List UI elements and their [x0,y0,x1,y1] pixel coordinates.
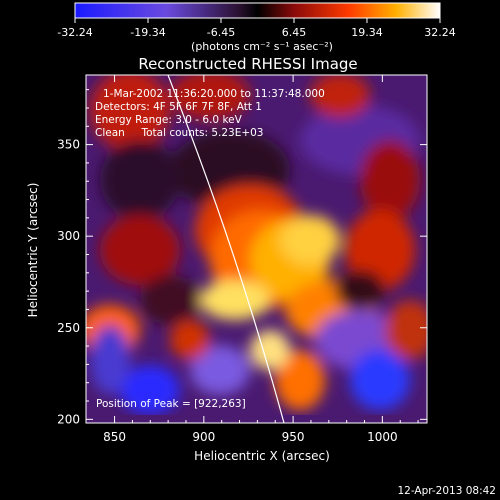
colorbar-tick-label: -32.24 [57,26,92,39]
heatmap-blobs [86,75,427,415]
heatmap-blob [280,215,340,265]
heatmap-blob [275,350,325,410]
heatmap-blob [140,275,200,325]
heatmap-blob [335,270,385,310]
colorbar [74,2,441,19]
annotation-detectors: Detectors: 4F 5F 6F 7F 8F, Att 1 [95,101,262,113]
annotation-energy: Energy Range: 3.0 - 6.0 keV [95,114,243,126]
plot-frame [85,74,428,424]
heatmap-blob [385,300,427,360]
heatmap-blob [360,140,420,220]
y-tick-label: 300 [57,229,80,243]
heatmap-blob [350,350,410,410]
y-tick-label: 250 [57,321,80,335]
colorbar-tick-label: 6.45 [282,26,307,39]
solar-limb-line [167,75,285,423]
heatmap-blob [250,330,290,370]
annotation-time: 1-Mar-2002 11:36:20.000 to 11:37:48.000 [103,88,325,100]
x-tick-label: 950 [282,430,305,444]
chart-title: Reconstructed RHESSI Image [138,55,357,73]
peak-position-label: Position of Peak = [922,263] [96,398,246,410]
colorbar-tick-label: 32.24 [424,26,456,39]
colorbar-tick-label: -6.45 [207,26,235,39]
axis-ticks: 850 900 950 1000 200 250 300 350 [57,75,427,444]
heatmap-blob [345,210,415,290]
x-tick-label: 900 [192,430,215,444]
heatmap-blob [120,365,180,415]
y-axis-label: Heliocentric Y (arcsec) [26,183,40,318]
heatmap-blob [170,320,210,360]
heatmap-blob [90,75,170,150]
heatmap-blob [170,75,250,120]
footer-timestamp: 12-Apr-2013 08:42 [397,485,496,497]
y-tick-label: 350 [57,138,80,152]
annotation-clean: Clean Total counts: 5.23E+03 [95,127,264,139]
heatmap-blob [90,325,130,395]
x-tick-label: 850 [103,430,126,444]
heatmap-blob [190,345,250,395]
heatmap-blob [310,75,370,117]
colorbar-ticks: -32.24 -19.34 -6.45 6.45 19.34 32.24 [57,18,456,39]
y-tick-label: 200 [57,412,80,426]
heatmap-blob [100,215,180,285]
heatmap-blob [200,280,270,320]
heatmap-area [86,75,427,423]
x-axis-label: Heliocentric X (arcsec) [194,449,330,463]
colorbar-tick-label: 19.34 [351,26,383,39]
colorbar-tick-label: -19.34 [130,26,165,39]
x-tick-label: 1000 [367,430,398,444]
colorbar-unit-label: (photons cm⁻² s⁻¹ asec⁻²) [191,40,333,53]
heatmap-blob [100,140,180,220]
